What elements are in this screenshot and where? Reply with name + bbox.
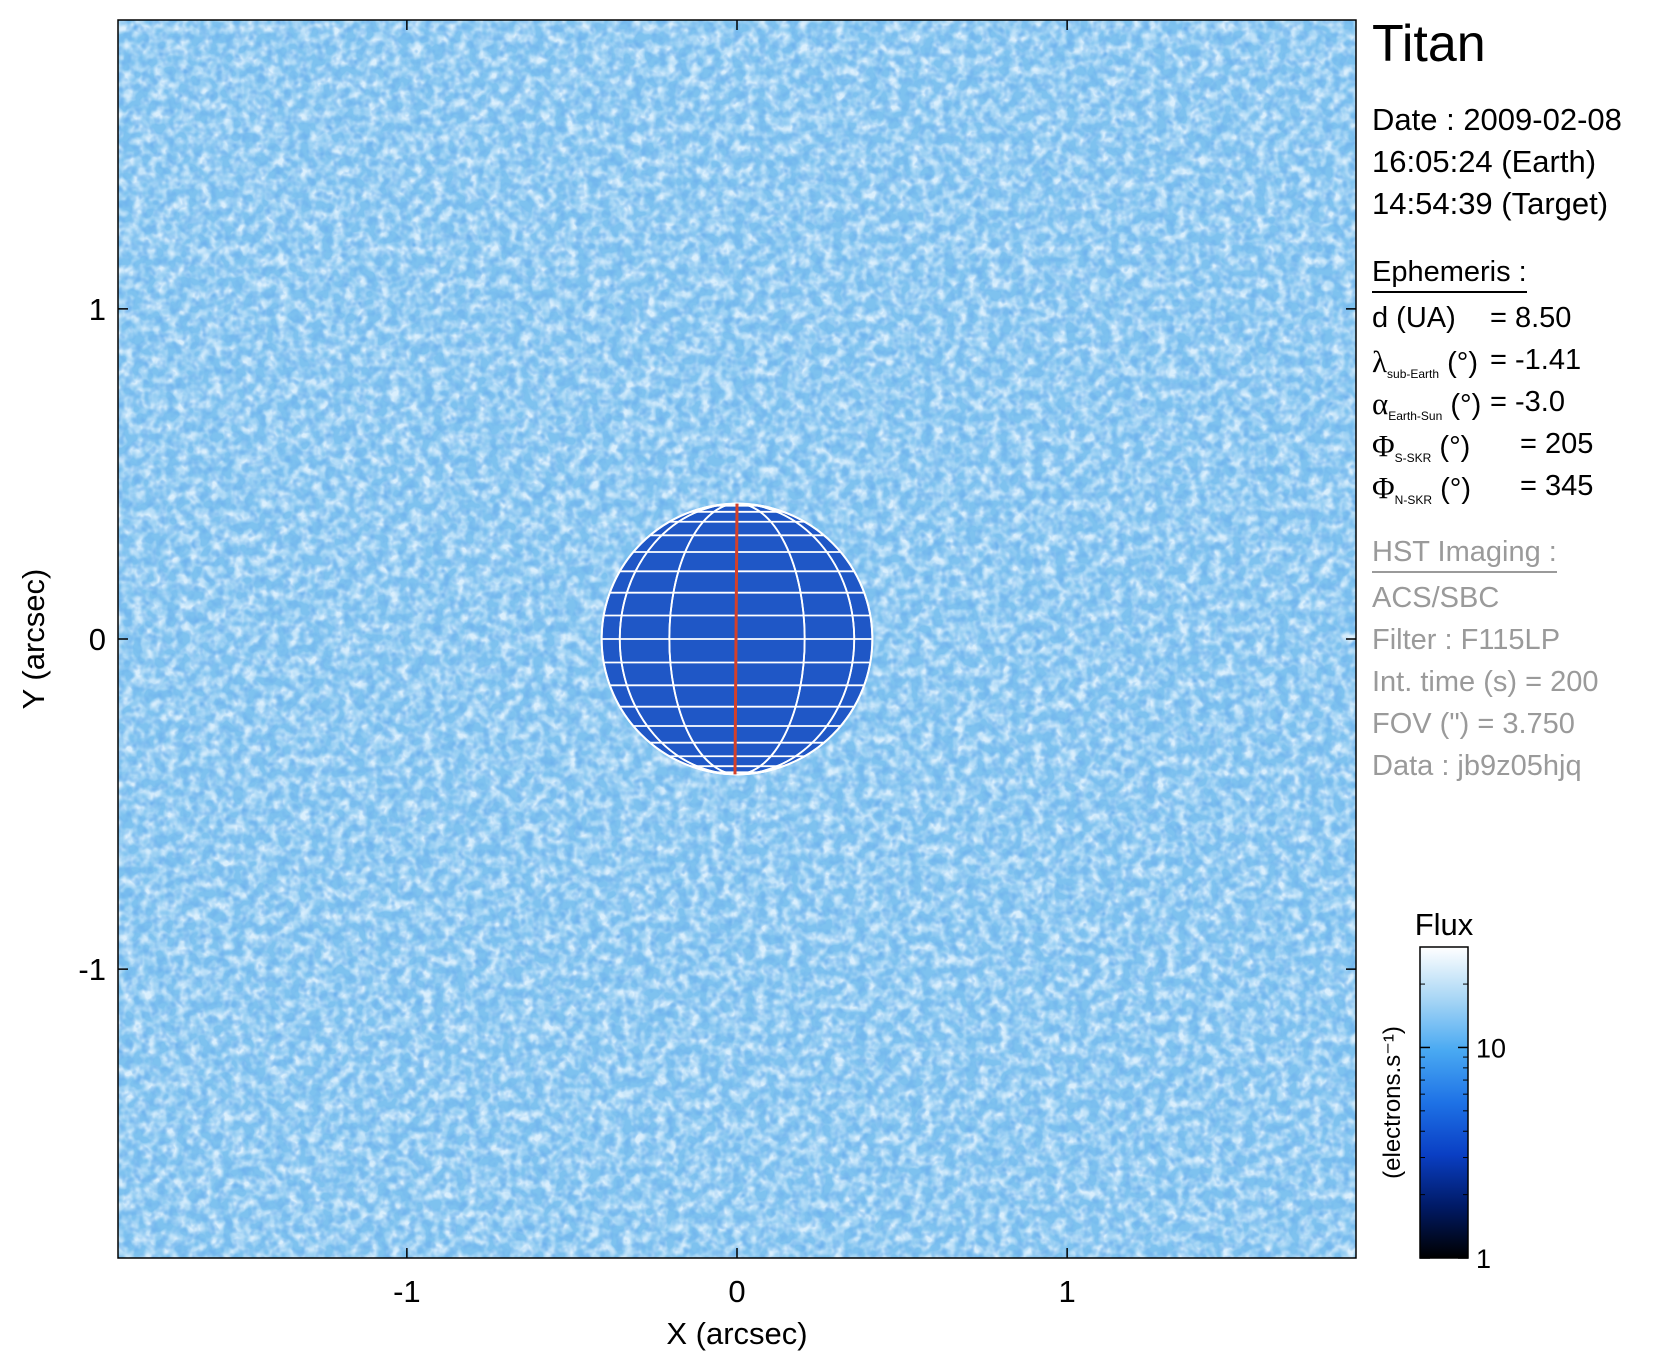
colorbar-label: (electrons.s⁻¹) xyxy=(1379,1026,1406,1179)
ephemeris-row: αEarth-Sun (°) = -3.0 xyxy=(1372,386,1565,423)
x-tick-label: -1 xyxy=(393,1274,421,1309)
ephemeris-unit: (°) xyxy=(1431,431,1471,463)
x-axis-label: X (arcsec) xyxy=(666,1316,807,1351)
hst-info-line: ACS/SBC xyxy=(1372,582,1500,614)
x-tick-label: 0 xyxy=(728,1274,745,1309)
time-target: 14:54:39 (Target) xyxy=(1372,186,1609,221)
ephemeris-subscript: S-SKR xyxy=(1394,451,1432,465)
ephemeris-symbol: Φ xyxy=(1372,428,1395,463)
colorbar-gradient xyxy=(1419,946,1469,1259)
x-axis: -1 0 1 xyxy=(393,20,1076,1309)
y-tick-label: 0 xyxy=(89,622,106,657)
date-line: Date : 2009-02-08 xyxy=(1372,102,1622,137)
ephemeris-subscript: Earth-Sun xyxy=(1388,409,1443,423)
ephemeris-label: αEarth-Sun (°) xyxy=(1372,386,1482,423)
plot-area: -1 0 1 1 0 -1 X (arcsec) Y (arcsec) xyxy=(16,19,1357,1351)
colorbar-title: Flux xyxy=(1415,907,1474,942)
ephemeris-label: ΦS-SKR (°) xyxy=(1372,428,1471,465)
ephemeris-unit: (°) xyxy=(1442,389,1482,421)
x-tick-label: 1 xyxy=(1059,1274,1076,1309)
ephemeris-subscript: sub-Earth xyxy=(1387,367,1440,381)
central-meridian xyxy=(733,503,739,775)
ephemeris-symbol: d (UA) xyxy=(1372,302,1456,334)
colorbar-tick-label: 10 xyxy=(1476,1033,1506,1063)
ephemeris-row: ΦN-SKR (°) = 345 xyxy=(1372,470,1593,507)
ephemeris-symbol: Φ xyxy=(1372,470,1395,505)
hst-info-line: Int. time (s) = 200 xyxy=(1372,666,1599,698)
ephemeris-row: d (UA) = 8.50 xyxy=(1372,302,1571,335)
ephemeris-unit: (°) xyxy=(1439,347,1479,379)
y-tick-label: 1 xyxy=(89,292,106,327)
ephemeris-symbol: α xyxy=(1372,386,1389,421)
ephemeris-symbol: λ xyxy=(1372,344,1388,379)
target-name: Titan xyxy=(1372,15,1486,73)
ephemeris-value: = 205 xyxy=(1520,428,1594,460)
ephemeris-header: Ephemeris : xyxy=(1372,256,1527,293)
ephemeris-value: = 345 xyxy=(1520,470,1594,502)
ephemeris-value: = -1.41 xyxy=(1490,344,1582,376)
y-axis-label: Y (arcsec) xyxy=(16,569,51,710)
ephemeris-value: = 8.50 xyxy=(1490,302,1572,334)
time-earth: 16:05:24 (Earth) xyxy=(1372,144,1597,179)
ephemeris-label: λsub-Earth (°) xyxy=(1372,344,1479,381)
ephemeris-row: ΦS-SKR (°) = 205 xyxy=(1372,428,1593,465)
hst-header: HST Imaging : xyxy=(1372,536,1557,573)
ephemeris-label: d (UA) xyxy=(1372,302,1456,335)
colorbar-tick-label: 1 xyxy=(1476,1244,1491,1274)
hst-info-line: Filter : F115LP xyxy=(1372,624,1561,656)
colorbar-ticks: 10 1 xyxy=(1420,946,1506,1274)
ephemeris-label: ΦN-SKR (°) xyxy=(1372,470,1471,507)
ephemeris-row: λsub-Earth (°) = -1.41 xyxy=(1372,344,1581,381)
ephemeris-unit: (°) xyxy=(1432,473,1471,505)
y-axis: 1 0 -1 xyxy=(78,292,1356,987)
ephemeris-subscript: N-SKR xyxy=(1394,493,1433,507)
colorbar: Flux 10 1 (electrons.s⁻¹) xyxy=(1379,907,1506,1274)
y-tick-label: -1 xyxy=(78,952,106,987)
lat-lon-grid xyxy=(600,502,874,776)
hst-info-line: FOV (") = 3.750 xyxy=(1372,708,1575,740)
hst-info-line: Data : jb9z05hjq xyxy=(1372,750,1582,782)
ephemeris-value: = -3.0 xyxy=(1490,386,1565,418)
